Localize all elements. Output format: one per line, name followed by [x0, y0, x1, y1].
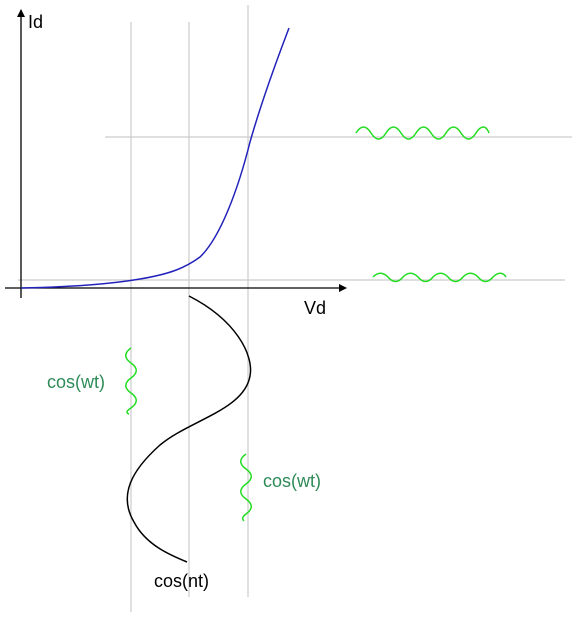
input-wave-left: [125, 347, 137, 415]
output-wave-upper: [355, 126, 490, 140]
bias-signal-wave: [126, 295, 252, 563]
output-wave-lower: [372, 272, 507, 283]
right-signal-label: cos(wt): [263, 471, 321, 491]
input-wave-right: [240, 453, 252, 522]
bias-signal-label: cos(nt): [154, 571, 209, 591]
signal-waves: [125, 126, 507, 522]
id-vd-curve: [20, 27, 290, 289]
x-axis-label: Vd: [304, 298, 326, 318]
left-signal-label: cos(wt): [47, 372, 105, 392]
guide-lines: [18, 5, 572, 612]
axes: [5, 9, 347, 298]
y-axis-label: Id: [28, 12, 43, 32]
